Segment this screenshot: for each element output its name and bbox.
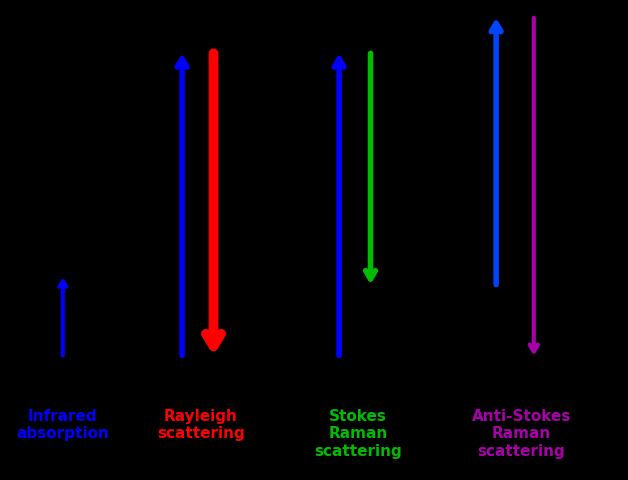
Text: Infrared
absorption: Infrared absorption: [16, 409, 109, 441]
Text: Rayleigh
scattering: Rayleigh scattering: [157, 409, 245, 441]
Text: Stokes
Raman
scattering: Stokes Raman scattering: [314, 409, 402, 459]
Text: Anti-Stokes
Raman
scattering: Anti-Stokes Raman scattering: [472, 409, 571, 459]
